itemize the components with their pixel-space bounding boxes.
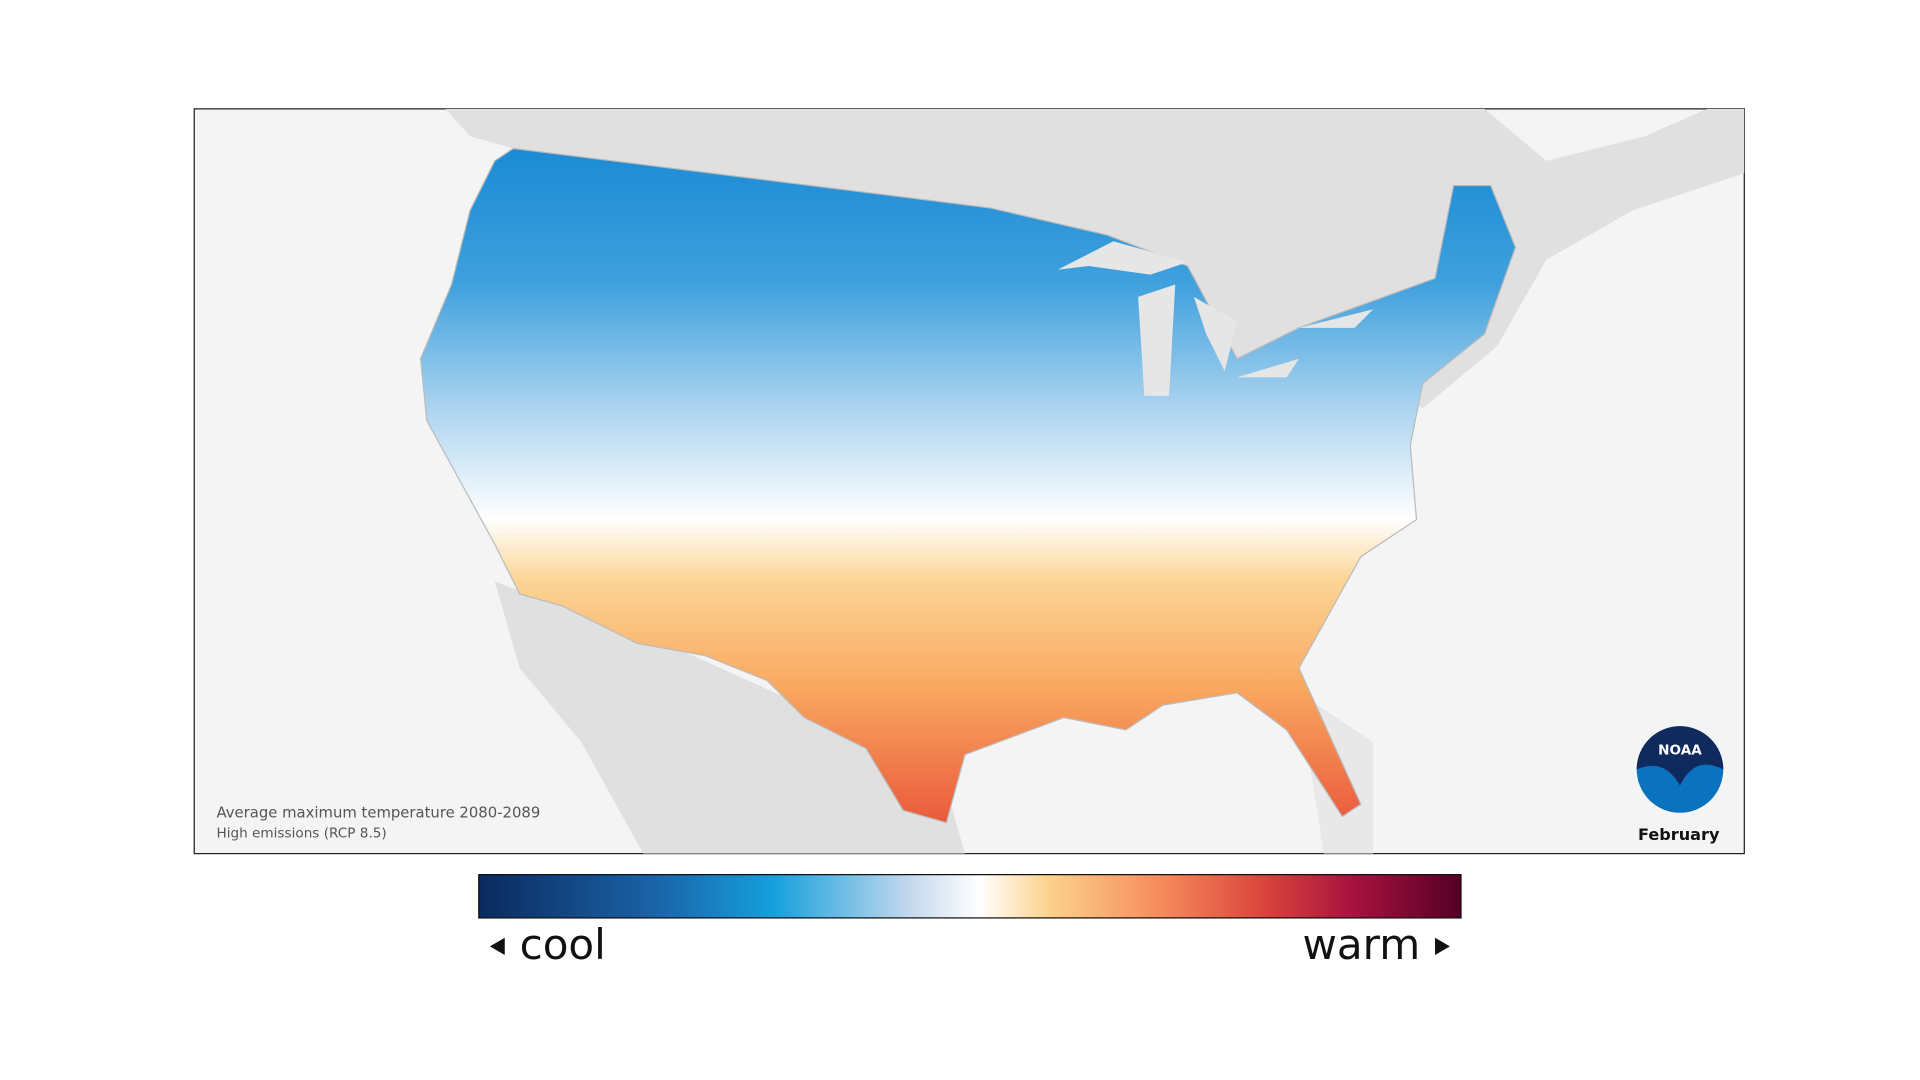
map-group: Average maximum temperature 2080-2089 Hi… bbox=[193, 108, 1745, 969]
great-lakes bbox=[1057, 241, 1374, 396]
color-bar bbox=[478, 874, 1462, 919]
map-caption: Average maximum temperature 2080-2089 bbox=[216, 805, 540, 822]
month-label: February bbox=[1638, 825, 1720, 844]
warm-label: warm bbox=[1303, 920, 1421, 969]
map-scenario: High emissions (RCP 8.5) bbox=[216, 826, 386, 842]
logo-text: NOAA bbox=[1658, 743, 1702, 759]
cool-label: cool bbox=[520, 920, 606, 969]
logo-top bbox=[1636, 726, 1724, 786]
mexico-land bbox=[494, 581, 965, 854]
cool-arrow bbox=[489, 937, 505, 956]
us-temperature bbox=[419, 147, 1517, 824]
warm-arrow bbox=[1435, 937, 1450, 956]
